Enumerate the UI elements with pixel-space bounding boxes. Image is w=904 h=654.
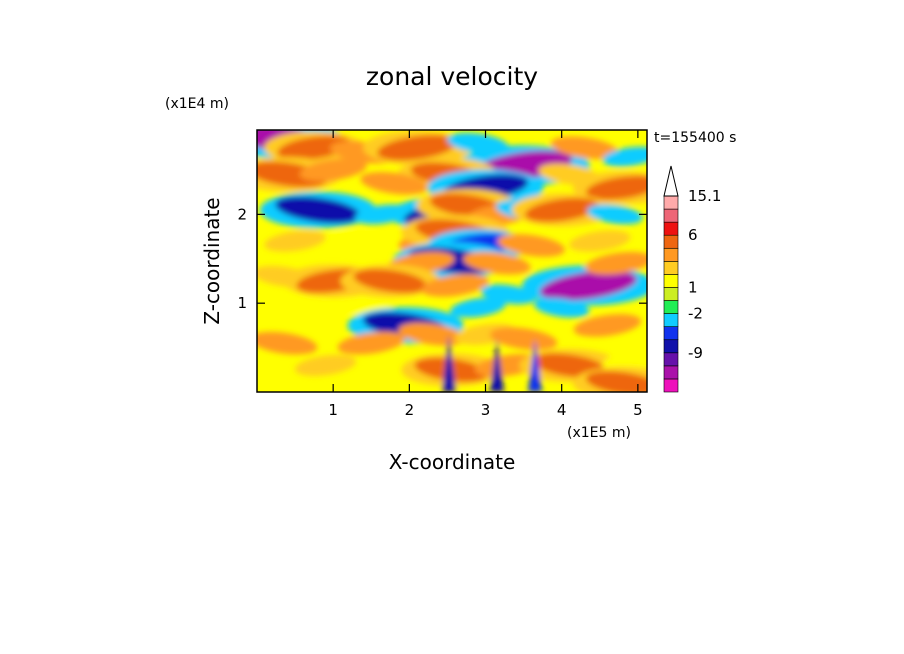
y-axis-ticks: 12 — [237, 205, 647, 312]
colorbar-swatch — [663, 221, 679, 236]
colorbar-swatch — [663, 208, 679, 223]
x-tick-label: 3 — [481, 401, 491, 419]
contour-cell — [277, 135, 351, 160]
colorbar-swatch — [663, 352, 679, 367]
x-tick-label: 5 — [633, 401, 643, 419]
contour-cell — [533, 297, 590, 318]
y-axis-label: Z-coordinate — [200, 197, 224, 324]
colorbar-swatch — [663, 261, 679, 275]
y-tick-label: 1 — [237, 294, 247, 312]
chart-title: zonal velocity — [366, 62, 538, 91]
y-scale-label: (x1E4 m) — [165, 96, 229, 112]
terrain-spike — [441, 334, 456, 392]
contour-cell — [264, 230, 326, 252]
colorbar-label: 15.1 — [688, 187, 721, 205]
contour-cell — [539, 270, 637, 301]
contour-cell — [602, 351, 647, 371]
contour-cell — [328, 231, 384, 251]
contour-cell — [489, 327, 558, 351]
contour-cell — [337, 331, 405, 355]
contour-cell — [585, 371, 647, 392]
time-label: t=155400 s — [654, 130, 736, 146]
contour-cell — [274, 297, 331, 318]
contour-field — [257, 130, 647, 392]
contour-cell — [294, 354, 357, 376]
contour-cell — [602, 146, 647, 167]
colorbar-swatch — [663, 287, 679, 301]
contour-cell — [585, 251, 647, 275]
colorbar-swatch — [663, 365, 679, 380]
contour-cell — [569, 230, 631, 252]
contour-cell — [497, 234, 565, 257]
colorbar-swatch — [663, 313, 679, 327]
terrain-spike — [489, 338, 504, 392]
colorbar-label: 1 — [688, 278, 698, 296]
colorbar-swatch — [663, 234, 679, 249]
contour-cell — [463, 251, 531, 275]
x-tick-label: 2 — [405, 401, 415, 419]
colorbar-swatch — [663, 247, 679, 262]
colorbar-swatch — [663, 378, 679, 393]
colorbar-label: -2 — [688, 305, 703, 323]
contour-cell — [353, 268, 427, 294]
contour-cell — [275, 196, 361, 224]
contour-cell — [257, 331, 318, 355]
colorbar-swatch — [663, 339, 679, 354]
contour-cell — [585, 175, 647, 200]
contour-cell — [360, 171, 428, 195]
contour-cell — [450, 297, 506, 318]
contour-cell — [550, 136, 619, 160]
colorbar-swatch — [663, 300, 679, 314]
contour-cell — [573, 314, 642, 337]
colorbar: -9 -2 1 6 15.1 — [663, 165, 721, 393]
plot-frame — [256, 129, 648, 393]
contour-cell — [377, 134, 457, 161]
colorbar-swatch — [663, 326, 679, 341]
x-tick-label: 4 — [557, 401, 567, 419]
contour-cell — [421, 274, 489, 297]
contour-cell — [525, 197, 599, 222]
terrain-spike — [528, 338, 543, 392]
x-scale-label: (x1E5 m) — [567, 425, 631, 441]
contour-cell — [299, 158, 367, 182]
colorbar-swatch — [663, 274, 679, 288]
colorbar-overflow-triangle — [663, 165, 679, 197]
contour-cell — [587, 204, 643, 225]
colorbar-swatch — [663, 195, 679, 210]
colorbar-label: 6 — [688, 226, 698, 244]
x-axis-ticks: 1 2 3 4 5 — [328, 130, 643, 419]
x-tick-label: 1 — [328, 401, 338, 419]
colorbar-label: -9 — [688, 344, 703, 362]
x-axis-label: X-coordinate — [389, 450, 516, 474]
y-tick-label: 2 — [237, 205, 247, 223]
